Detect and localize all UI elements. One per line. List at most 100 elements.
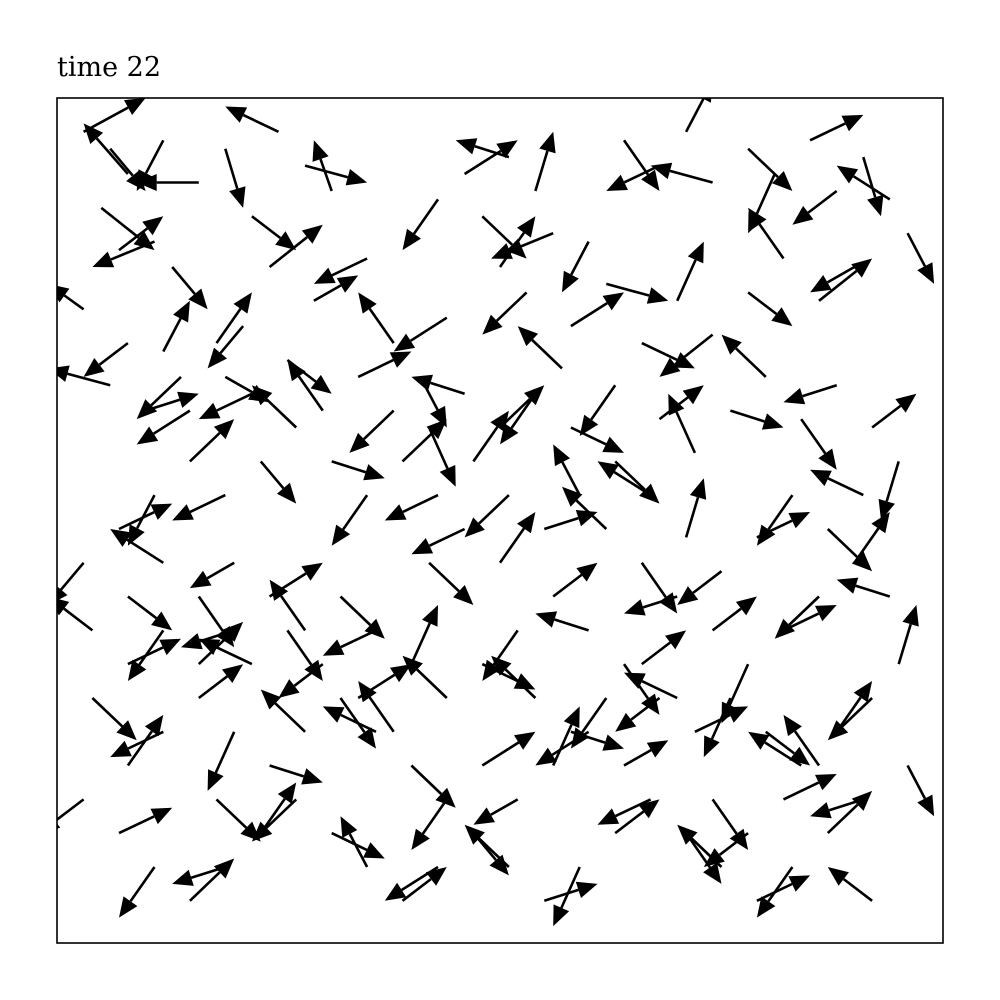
arrow-head — [83, 358, 105, 377]
quiver-arrow — [792, 189, 838, 225]
quiver-arrow — [711, 798, 749, 850]
quiver-arrow — [748, 207, 785, 260]
quiver-arrow — [136, 375, 182, 420]
arrow-head — [181, 633, 203, 650]
arrow-head — [646, 740, 669, 758]
quiver-arrow — [411, 527, 466, 555]
arrow-shaft — [363, 409, 395, 441]
quiver-arrow — [57, 798, 85, 829]
arrow-shaft — [216, 646, 253, 666]
axes-frame — [56, 97, 944, 944]
arrow-shaft — [348, 833, 369, 868]
arrow-head — [119, 896, 138, 918]
quiver-arrow — [481, 731, 536, 767]
arrow-shaft — [409, 316, 448, 342]
quiver-arrow — [871, 393, 917, 429]
quiver-arrow — [269, 764, 323, 785]
arrow-head — [411, 828, 430, 850]
arrow-shaft — [614, 798, 652, 818]
arrow-shaft — [767, 866, 794, 903]
arrow-shaft — [331, 257, 368, 277]
arrow-head — [422, 605, 438, 627]
arrow-head — [818, 448, 837, 470]
quiver-arrow — [269, 579, 307, 632]
arrow-shaft — [110, 240, 155, 261]
arrow-head — [851, 790, 873, 811]
arrow-shaft — [197, 595, 224, 632]
arrow-shaft — [63, 607, 94, 632]
arrow-shaft — [614, 460, 646, 491]
arrow-shaft — [197, 634, 230, 666]
quiver-arrow — [491, 655, 537, 699]
quiver-arrow — [215, 798, 261, 842]
arrow-shaft — [543, 516, 579, 531]
quiver-arrow — [110, 529, 164, 564]
quiver-arrow — [251, 215, 297, 251]
arrow-head — [301, 224, 323, 244]
arrow-shaft — [60, 561, 85, 591]
arrow-head — [364, 618, 385, 639]
arrow-head — [275, 231, 297, 251]
arrow-shaft — [862, 156, 877, 198]
quiver-arrow — [393, 316, 448, 352]
arrow-head — [127, 524, 145, 546]
arrow-shaft — [622, 139, 650, 176]
quiver-arrow — [878, 461, 900, 521]
arrow-shaft — [807, 189, 838, 214]
arrow-head — [514, 731, 536, 750]
quiver-arrow — [358, 292, 395, 344]
arrow-shaft — [95, 137, 129, 175]
arrow-head — [748, 207, 767, 230]
arrow-head — [116, 720, 137, 741]
quiver-arrow — [384, 493, 439, 521]
arrow-head — [721, 334, 742, 355]
arrow-shaft — [368, 307, 395, 344]
arrow-head — [435, 787, 456, 808]
arrow-shaft — [339, 595, 372, 626]
arrow-head — [788, 875, 811, 892]
arrow-shaft — [109, 147, 134, 177]
arrow-head — [513, 673, 536, 690]
quiver-arrow — [357, 351, 412, 379]
quiver-arrow — [684, 98, 712, 133]
arrow-shaft — [265, 798, 298, 829]
arrow-shaft — [809, 122, 846, 142]
arrow-shaft — [826, 528, 859, 559]
quiver-arrow — [836, 577, 891, 598]
quiver-arrow — [562, 486, 608, 530]
quiver-arrow — [756, 866, 794, 918]
arrow-head — [384, 882, 407, 901]
quiver-arrow — [162, 300, 190, 353]
arrow-shaft — [91, 697, 124, 728]
arrow-head — [810, 469, 832, 487]
quiver-arrow — [57, 561, 85, 601]
arrow-head — [783, 388, 806, 405]
quiver-arrow — [783, 384, 838, 405]
arrow-head — [639, 483, 660, 504]
quiver-arrow — [747, 291, 793, 327]
arrow-shaft — [885, 461, 900, 502]
arrow-shaft — [224, 148, 239, 190]
arrow-shaft — [509, 231, 554, 253]
quiver-arrow — [83, 342, 129, 377]
arrow-head — [641, 169, 660, 191]
quiver-arrow — [331, 494, 369, 546]
arrow-head — [615, 712, 637, 732]
arrow-shaft — [531, 339, 563, 370]
arrow-shaft — [215, 798, 248, 829]
quiver-arrow — [623, 740, 669, 767]
arrow-head — [349, 432, 370, 453]
arrow-shaft — [852, 175, 891, 201]
arrow-shaft — [718, 832, 749, 856]
arrow-shaft — [206, 561, 235, 580]
arrow-head — [363, 464, 385, 481]
arrow-shaft — [410, 764, 443, 795]
quiver-arrow — [615, 696, 661, 732]
arrow-shaft — [853, 527, 880, 564]
quiver-arrow — [57, 285, 85, 311]
arrow-head — [411, 374, 433, 391]
quiver-arrow — [340, 816, 369, 868]
arrow-head — [902, 605, 919, 627]
quiver-arrow — [198, 392, 253, 420]
